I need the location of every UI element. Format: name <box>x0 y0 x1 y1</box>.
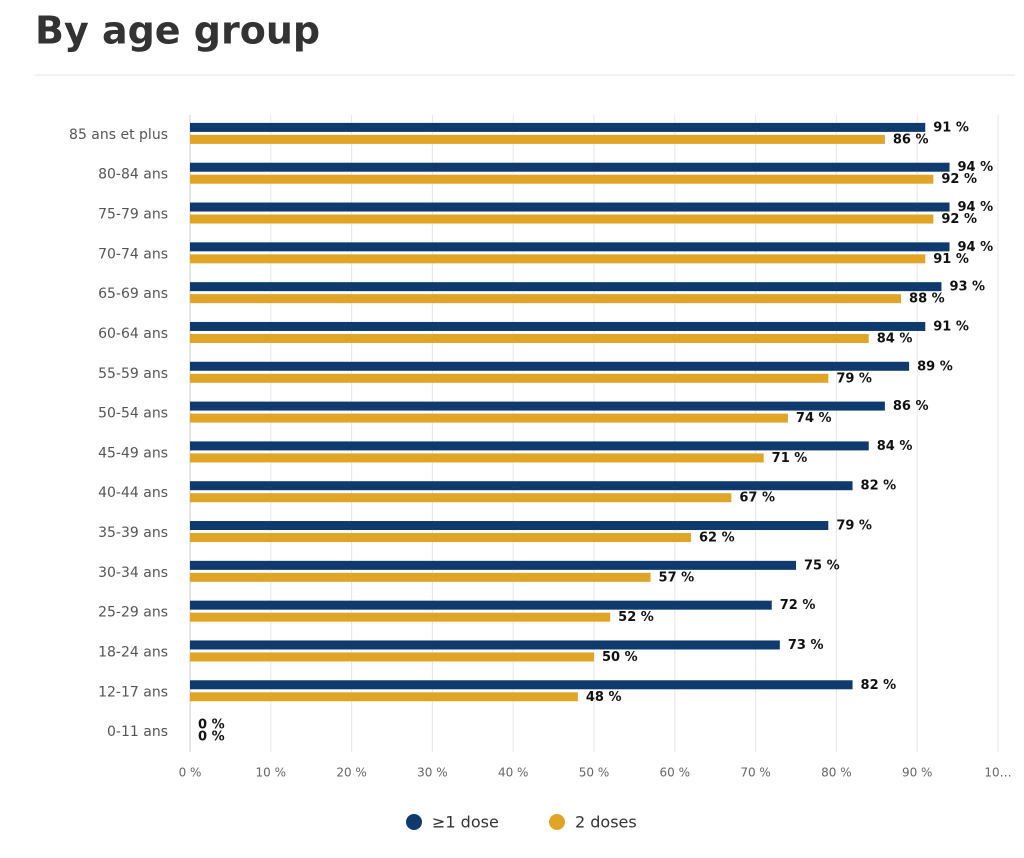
value-label: 93 % <box>949 280 985 295</box>
value-label: 84 % <box>877 331 913 346</box>
y-tick-label: 30-34 ans <box>98 565 168 581</box>
bar <box>190 533 691 543</box>
legend-marker <box>406 814 422 830</box>
value-label: 82 % <box>861 678 897 693</box>
value-label: 75 % <box>804 558 840 573</box>
value-label: 79 % <box>836 519 872 534</box>
bar <box>190 413 788 423</box>
bar <box>190 453 764 463</box>
bar <box>190 680 853 690</box>
bar <box>190 640 780 650</box>
value-label: 79 % <box>836 371 872 386</box>
value-label: 94 % <box>958 200 994 215</box>
value-label: 94 % <box>958 160 994 175</box>
bar <box>190 242 950 252</box>
bar <box>190 282 942 292</box>
x-tick-label: 0 % <box>179 766 202 780</box>
bar <box>190 612 611 622</box>
y-tick-label: 80-84 ans <box>98 167 168 183</box>
value-label: 89 % <box>917 359 953 374</box>
bar <box>190 521 829 531</box>
value-label: 86 % <box>893 399 929 414</box>
bar <box>190 560 796 570</box>
legend-marker <box>549 814 565 830</box>
value-label: 71 % <box>772 451 808 466</box>
bar <box>190 692 578 702</box>
x-tick-label: 90 % <box>902 766 933 780</box>
x-tick-label: 10… <box>984 766 1011 780</box>
bar <box>190 333 869 343</box>
y-tick-label: 12-17 ans <box>98 684 168 700</box>
bar <box>190 373 829 383</box>
value-label: 67 % <box>739 491 775 506</box>
value-label: 0 % <box>198 730 225 745</box>
legend-label: ≥1 dose <box>432 813 499 832</box>
bar <box>190 162 950 172</box>
y-tick-label: 0-11 ans <box>107 724 168 740</box>
value-label: 0 % <box>198 718 225 733</box>
x-tick-label: 70 % <box>740 766 771 780</box>
bar <box>190 361 910 371</box>
bar <box>190 401 885 411</box>
bar <box>190 134 885 144</box>
bar <box>190 441 869 451</box>
y-tick-label: 40-44 ans <box>98 485 168 501</box>
y-tick-label: 85 ans et plus <box>69 127 168 143</box>
bar <box>190 294 902 304</box>
value-label: 91 % <box>933 252 969 267</box>
x-tick-label: 20 % <box>336 766 367 780</box>
x-tick-label: 80 % <box>821 766 852 780</box>
legend-label: 2 doses <box>575 813 637 832</box>
value-label: 92 % <box>941 212 977 227</box>
value-label: 73 % <box>788 638 824 653</box>
bar <box>190 202 950 212</box>
y-tick-label: 70-74 ans <box>98 246 168 262</box>
y-tick-label: 18-24 ans <box>98 644 168 660</box>
y-tick-label: 50-54 ans <box>98 406 168 422</box>
value-label: 57 % <box>659 570 695 585</box>
bar <box>190 493 732 503</box>
chart-title: By age group <box>35 9 320 53</box>
value-label: 94 % <box>958 240 994 255</box>
x-tick-label: 60 % <box>660 766 691 780</box>
bar <box>190 254 926 264</box>
bar <box>190 600 772 610</box>
bar <box>190 122 926 132</box>
bar <box>190 572 651 582</box>
y-tick-label: 25-29 ans <box>98 605 168 621</box>
value-label: 82 % <box>861 479 897 494</box>
y-tick-label: 35-39 ans <box>98 525 168 541</box>
value-label: 84 % <box>877 439 913 454</box>
bar <box>190 321 926 331</box>
y-tick-label: 45-49 ans <box>98 445 168 461</box>
value-label: 62 % <box>699 531 735 546</box>
value-label: 74 % <box>796 411 832 426</box>
value-label: 50 % <box>602 650 638 665</box>
x-tick-label: 10 % <box>256 766 287 780</box>
value-label: 52 % <box>618 610 654 625</box>
x-tick-label: 40 % <box>498 766 529 780</box>
bar <box>190 652 594 662</box>
y-tick-label: 55-59 ans <box>98 366 168 382</box>
y-tick-label: 65-69 ans <box>98 286 168 302</box>
y-tick-label: 60-64 ans <box>98 326 168 342</box>
x-tick-label: 30 % <box>417 766 448 780</box>
value-label: 86 % <box>893 132 929 147</box>
bar <box>190 481 853 491</box>
value-label: 91 % <box>933 319 969 334</box>
bar <box>190 214 934 224</box>
value-label: 72 % <box>780 598 816 613</box>
value-label: 92 % <box>941 172 977 187</box>
value-label: 91 % <box>933 120 969 135</box>
value-label: 48 % <box>586 690 622 705</box>
x-tick-label: 50 % <box>579 766 610 780</box>
y-tick-label: 75-79 ans <box>98 207 168 223</box>
bar <box>190 174 934 184</box>
value-label: 88 % <box>909 292 945 307</box>
